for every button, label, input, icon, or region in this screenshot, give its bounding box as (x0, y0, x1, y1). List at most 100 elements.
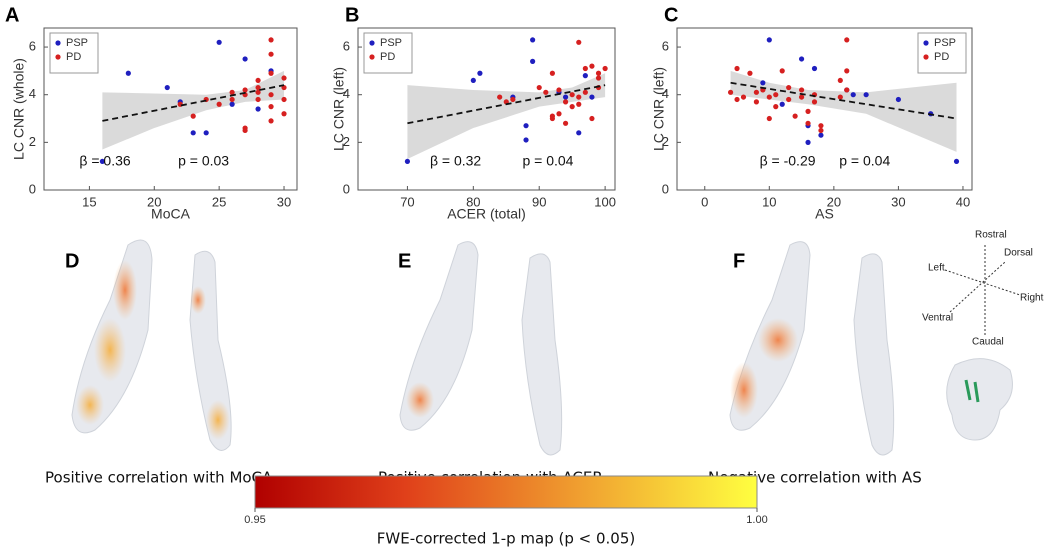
data-point (549, 70, 555, 76)
data-point (569, 104, 575, 110)
legend (49, 32, 99, 74)
x-tick-label: 30 (891, 194, 905, 209)
data-point (766, 94, 772, 100)
data-point (229, 89, 235, 95)
y-tick-label: 4 (343, 86, 350, 101)
colorbar (254, 475, 758, 509)
data-point (792, 113, 798, 119)
y-tick-label: 0 (662, 181, 669, 196)
data-point (268, 70, 274, 76)
data-point (753, 99, 759, 105)
x-axis-label: ACER (total) (447, 206, 526, 222)
y-axis-label: LC CNR (left) (331, 67, 347, 151)
data-point (229, 96, 235, 103)
legend-marker (369, 54, 375, 60)
colorbar-title: FWE-corrected 1-p map (p < 0.05) (377, 530, 635, 548)
legend-label: PSP (380, 37, 402, 49)
y-axis-label: LC CNR (whole) (11, 58, 27, 160)
annotation: p = 0.03 (178, 153, 229, 169)
data-point (953, 158, 960, 165)
data-point (582, 89, 588, 95)
data-point (602, 65, 608, 72)
data-point (863, 92, 869, 98)
data-point (562, 120, 569, 126)
legend-label: PD (934, 51, 949, 63)
data-point (242, 127, 248, 134)
data-point (753, 89, 759, 95)
fit-line (102, 84, 285, 122)
annotation: β = 0.32 (430, 153, 481, 169)
data-point (576, 130, 582, 136)
data-point (510, 96, 516, 103)
panel-label: D (65, 250, 79, 272)
data-point (99, 158, 105, 165)
data-point (255, 96, 261, 103)
data-point (773, 92, 779, 98)
data-point (595, 70, 602, 76)
legend-marker (55, 54, 61, 60)
fit-line (407, 84, 606, 125)
data-point (562, 99, 569, 105)
data-point (242, 87, 248, 93)
data-point (229, 101, 235, 107)
data-point (811, 99, 818, 105)
panel-label: B (345, 4, 359, 26)
data-point (164, 84, 170, 91)
x-tick-label: 20 (827, 194, 841, 209)
data-point (747, 70, 753, 76)
y-axis-label: LC CNR (left) (651, 67, 667, 151)
data-point (811, 65, 818, 72)
data-point (760, 80, 766, 86)
x-tick-label: 80 (466, 194, 480, 209)
y-tick-label: 0 (29, 181, 36, 196)
data-point (556, 87, 562, 93)
data-point (216, 101, 222, 107)
y-tick-label: 6 (29, 38, 36, 53)
legend-label: PSP (66, 37, 88, 49)
data-point (569, 92, 575, 98)
data-point (268, 118, 274, 124)
x-tick-label: 100 (594, 194, 616, 209)
colorbar-tick-label: 1.00 (746, 514, 767, 526)
data-point (786, 96, 792, 103)
data-point (281, 96, 287, 103)
data-point (766, 37, 772, 43)
data-point (255, 89, 261, 95)
data-point (734, 65, 740, 72)
data-point (576, 39, 582, 45)
panel-label: C (664, 4, 678, 26)
data-point (740, 94, 747, 100)
data-point (818, 127, 824, 134)
y-tick-label: 2 (29, 134, 36, 149)
data-point (805, 108, 811, 114)
x-axis-label: MoCA (151, 206, 191, 222)
legend-label: PD (66, 51, 81, 63)
data-point (798, 56, 805, 62)
y-tick-label: 4 (662, 86, 669, 101)
x-tick-label: 90 (532, 194, 546, 209)
data-point (595, 75, 602, 81)
data-point (543, 89, 549, 95)
data-point (850, 92, 856, 98)
caption: Positive correlation with MoCA (45, 469, 273, 487)
y-tick-label: 6 (662, 38, 669, 53)
data-point (549, 115, 555, 122)
x-tick-label: 15 (82, 194, 96, 209)
data-point (523, 137, 529, 143)
y-tick-label: 2 (343, 134, 350, 149)
data-point (589, 115, 595, 122)
fit-line (730, 81, 957, 120)
data-point (779, 101, 785, 107)
data-point (844, 68, 850, 74)
x-tick-label: 20 (147, 194, 161, 209)
data-point (844, 87, 850, 93)
y-tick-label: 0 (343, 181, 350, 196)
data-point (589, 94, 595, 100)
data-point (268, 51, 274, 57)
confidence-band (102, 70, 285, 150)
orientation-label: Dorsal (1004, 248, 1033, 259)
panel-label: F (733, 250, 745, 272)
orientation-label: Caudal (972, 337, 1004, 348)
data-point (798, 87, 805, 93)
